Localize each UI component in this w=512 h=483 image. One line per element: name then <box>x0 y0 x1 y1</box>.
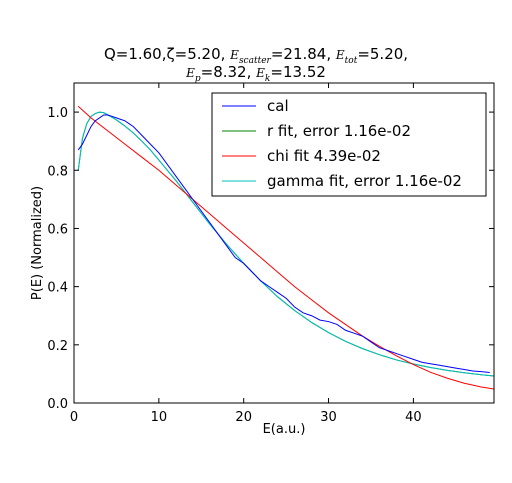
x-tick-label: 0 <box>70 410 78 425</box>
title-e-scatter-label: E <box>230 48 239 62</box>
title-e-tot-sub: tot <box>344 56 358 66</box>
title-e-p-label: E <box>186 66 195 80</box>
title-e-tot-value: =5.20, <box>357 45 409 63</box>
x-tick-label: 20 <box>235 410 252 425</box>
title-e-p-value: =8.32, <box>200 63 252 81</box>
title-zeta: ζ=5.20, <box>166 45 226 63</box>
title-e-p-sub: p <box>194 74 201 84</box>
x-tick-label: 40 <box>405 410 422 425</box>
y-tick-label: 0.4 <box>47 281 68 296</box>
y-tick-label: 0.8 <box>47 164 68 179</box>
legend-box <box>211 92 487 197</box>
title-e-k-label: E <box>256 66 265 80</box>
y-axis-label: P(E) (Normalized) <box>30 186 45 300</box>
title-e-k-value: =13.52 <box>270 63 326 81</box>
legend-label: chi fit 4.39e-02 <box>267 147 381 165</box>
x-tick-label: 10 <box>151 410 168 425</box>
title-e-k-sub: k <box>264 74 271 84</box>
axis-ticks <box>73 83 494 404</box>
legend: cal r fit, error 1.16e-02 chi fit 4.39e-02… <box>211 92 487 197</box>
legend-label: gamma fit, error 1.16e-02 <box>267 172 462 190</box>
series-line-0 <box>77 114 490 373</box>
series-line-2 <box>77 105 494 390</box>
series-line-3 <box>77 111 494 377</box>
y-tick-label: 0.0 <box>47 397 68 412</box>
axes-frame <box>73 82 495 404</box>
title-e-scatter-sub: scatter <box>238 56 271 66</box>
plot-lines <box>77 105 494 390</box>
x-tick-label: 30 <box>320 410 337 425</box>
legend-label: cal <box>267 97 289 115</box>
title-e-scatter-value: =21.84, <box>270 45 332 63</box>
x-axis-label: E(a.u.) <box>263 422 306 437</box>
y-tick-label: 1.0 <box>47 106 68 121</box>
axis-tick-labels: 0 10 20 30 40 0.0 0.2 0.4 0.6 0.8 1.0 <box>47 106 421 425</box>
y-tick-label: 0.6 <box>47 222 68 237</box>
chart-title-line-1: Q=1.60,ζ=5.20, Escatter=21.84, Etot=5.20… <box>0 46 512 70</box>
title-e-tot-label: E <box>335 48 345 62</box>
chart-title-line-2: Ep=8.32, Ek=13.52 <box>0 64 512 88</box>
y-tick-label: 0.2 <box>47 339 68 354</box>
legend-label: r fit, error 1.16e-02 <box>267 122 411 140</box>
title-q: Q=1.60, <box>103 45 167 63</box>
